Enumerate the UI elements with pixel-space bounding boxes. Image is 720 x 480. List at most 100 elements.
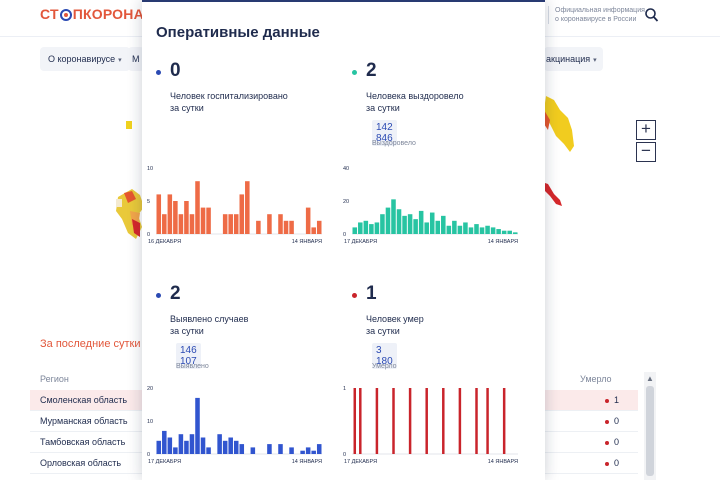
chart-bar[interactable] — [189, 214, 195, 234]
chart-bar[interactable] — [239, 444, 245, 454]
chart-bar[interactable] — [289, 447, 294, 454]
chart-bar[interactable] — [458, 388, 462, 454]
chart-bar[interactable] — [402, 215, 407, 234]
chart-bar[interactable] — [162, 214, 167, 234]
chart-bar[interactable] — [369, 224, 374, 234]
chart-bar[interactable] — [184, 440, 189, 454]
chart-bar[interactable] — [363, 220, 369, 234]
chart-bar[interactable] — [352, 227, 358, 234]
chart-bar[interactable] — [408, 388, 412, 454]
chart-bar[interactable] — [228, 214, 233, 234]
zoom-out-button[interactable]: − — [636, 142, 656, 162]
chart-bar[interactable] — [435, 220, 441, 234]
chart-bar[interactable] — [173, 201, 178, 234]
chart-bar[interactable] — [178, 434, 184, 454]
nav-vaccination[interactable]: акцинация ▾ — [544, 47, 603, 71]
chart-bar[interactable] — [245, 181, 250, 234]
chart-bar[interactable] — [283, 220, 289, 234]
chart-bar[interactable] — [222, 214, 228, 234]
chart-bar[interactable] — [485, 225, 490, 234]
cases-bar-chart[interactable]: 0 10 20 17 ДЕКАБРЯ 14 ЯНВАРЯ — [146, 382, 332, 470]
site-logo[interactable]: СТ ПКОРОНАВИ — [40, 6, 164, 22]
chart-bar[interactable] — [316, 444, 322, 454]
chart-bar[interactable] — [441, 215, 446, 234]
chart-bar[interactable] — [359, 388, 362, 454]
chart-bar[interactable] — [173, 447, 178, 454]
chart-bar[interactable] — [380, 214, 385, 234]
chart-bar[interactable] — [392, 388, 395, 454]
chart-bar[interactable] — [311, 227, 316, 234]
chart-bar[interactable] — [391, 199, 396, 234]
chart-bar[interactable] — [200, 437, 206, 455]
chart-bar[interactable] — [475, 388, 478, 454]
chart-bar[interactable] — [407, 214, 413, 234]
chart-bar[interactable] — [512, 232, 518, 234]
chart-bar[interactable] — [289, 220, 294, 234]
chart-bar[interactable] — [486, 388, 489, 454]
chart-bar[interactable] — [217, 434, 222, 454]
chart-bar[interactable] — [502, 388, 506, 454]
chart-bar[interactable] — [374, 222, 380, 234]
chart-bar[interactable] — [305, 207, 311, 234]
chart-bar[interactable] — [463, 222, 468, 234]
chart-bar[interactable] — [413, 219, 418, 234]
chart-bar[interactable] — [167, 194, 173, 234]
chart-bar[interactable] — [267, 444, 272, 454]
deaths-bar-chart[interactable]: 0 1 17 ДЕКАБРЯ 14 ЯНВАРЯ — [342, 382, 528, 470]
chart-bar[interactable] — [474, 224, 479, 234]
nav-about-coronavirus[interactable]: О коронавирусе ▾ — [40, 47, 130, 71]
chart-bar[interactable] — [358, 222, 363, 234]
chart-bar[interactable] — [206, 447, 211, 454]
chart-bar[interactable] — [496, 229, 501, 234]
chart-bar[interactable] — [250, 447, 256, 454]
chart-bar[interactable] — [206, 207, 211, 234]
nav-item-m[interactable]: М — [128, 47, 144, 71]
chart-bar[interactable] — [195, 397, 200, 454]
chart-bar[interactable] — [442, 388, 445, 454]
map-fragment-right[interactable] — [540, 90, 580, 220]
chart-bar[interactable] — [446, 225, 452, 234]
scroll-up-icon[interactable]: ▲ — [646, 374, 654, 383]
recovered-bar-chart[interactable]: 0 20 40 17 ДЕКАБРЯ 14 ЯНВАРЯ — [342, 162, 528, 250]
chart-bar[interactable] — [228, 437, 233, 455]
chart-bar[interactable] — [507, 230, 512, 234]
chart-bar[interactable] — [178, 214, 184, 234]
table-scrollbar[interactable]: ▲ — [644, 372, 656, 480]
search-button[interactable] — [644, 6, 660, 24]
scrollbar-thumb[interactable] — [646, 386, 654, 476]
chart-bar[interactable] — [222, 440, 228, 454]
chart-bar[interactable] — [457, 225, 463, 234]
chart-bar[interactable] — [385, 207, 391, 234]
chart-bar[interactable] — [278, 214, 283, 234]
chart-bar[interactable] — [156, 440, 162, 454]
chart-bar[interactable] — [353, 388, 357, 454]
chart-bar[interactable] — [300, 450, 305, 454]
chart-bar[interactable] — [396, 209, 402, 234]
zoom-in-button[interactable]: + — [636, 120, 656, 140]
chart-bar[interactable] — [424, 222, 429, 234]
chart-bar[interactable] — [316, 220, 322, 234]
chart-bar[interactable] — [189, 434, 195, 454]
chart-bar[interactable] — [278, 444, 283, 454]
chart-bar[interactable] — [452, 220, 457, 234]
chart-bar[interactable] — [167, 437, 173, 455]
chart-bar[interactable] — [311, 450, 316, 454]
chart-bar[interactable] — [233, 214, 239, 234]
chart-bar[interactable] — [267, 214, 272, 234]
chart-bar[interactable] — [156, 194, 162, 234]
chart-bar[interactable] — [305, 447, 311, 454]
chart-bar[interactable] — [200, 207, 206, 234]
chart-bar[interactable] — [501, 230, 507, 234]
chart-bar[interactable] — [233, 440, 239, 454]
chart-bar[interactable] — [429, 212, 435, 234]
chart-bar[interactable] — [468, 227, 474, 234]
chart-bar[interactable] — [184, 201, 189, 234]
chart-bar[interactable] — [479, 227, 485, 234]
chart-bar[interactable] — [490, 227, 496, 234]
chart-bar[interactable] — [256, 220, 261, 234]
chart-bar[interactable] — [418, 210, 424, 234]
chart-bar[interactable] — [195, 181, 200, 234]
chart-bar[interactable] — [425, 388, 428, 454]
chart-bar[interactable] — [162, 430, 167, 454]
chart-bar[interactable] — [239, 194, 245, 234]
